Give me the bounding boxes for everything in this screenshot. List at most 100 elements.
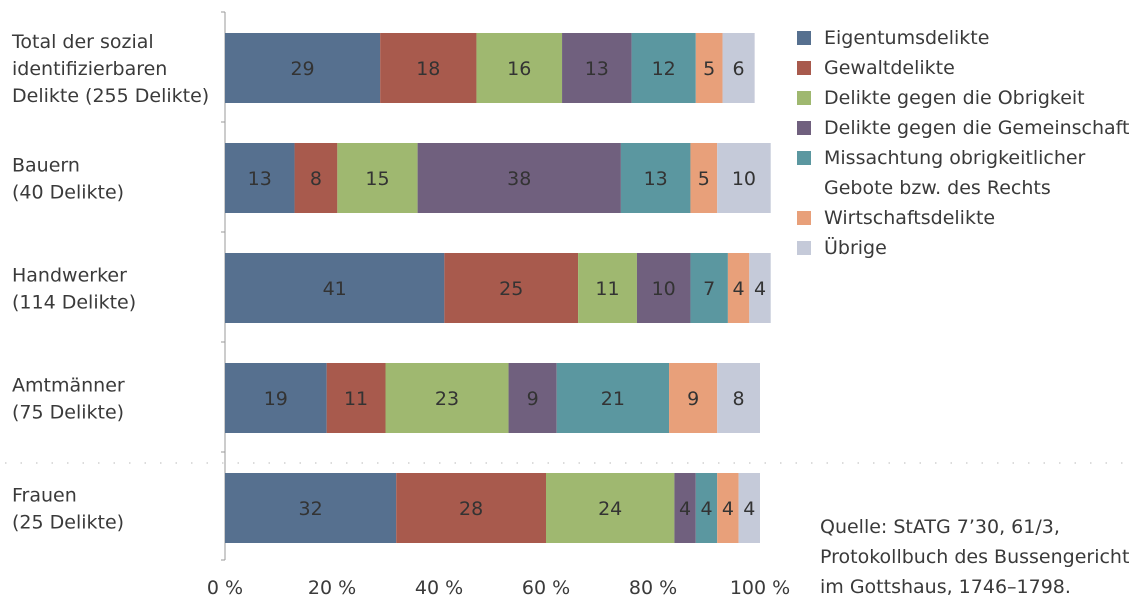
source-text: Quelle: StATG 7’30, 61/3, Protokollbuch d… [820,516,1129,598]
legend-entry: Delikte gegen die Gemeinschaft [824,117,1129,139]
legend-entry-line: Gewaltdelikte [824,57,955,79]
bar-segment [717,363,760,433]
bar-segment [690,253,728,323]
bar-segment [225,473,397,543]
category-label-line: (40 Delikte) [12,182,124,204]
data-label: 13 [585,58,609,80]
data-label: 24 [598,498,622,520]
legend-swatch [797,61,811,75]
data-label: 8 [310,168,322,190]
data-label: 28 [459,498,483,520]
category-label-line: (25 Delikte) [12,512,124,534]
data-label: 4 [722,498,734,520]
bar-segment [631,33,696,103]
x-tick-label: 20 % [308,577,356,599]
legend-swatch [797,151,811,165]
data-label: 16 [507,58,531,80]
data-label: 7 [703,278,715,300]
bar-segment [669,363,718,433]
data-label: 25 [499,278,523,300]
bar-segment [717,143,771,213]
data-label: 4 [743,498,755,520]
category-labels: Total der sozial identifizierbaren Delikte… [11,31,209,534]
legend-entry: Wirtschaftsdelikte [824,207,995,229]
legend-entry-line: Delikte gegen die Gemeinschaft [824,117,1129,139]
bar-segment [508,363,557,433]
x-tick-label: 60 % [522,577,570,599]
category-label: Amtmänner (75 Delikte) [12,375,125,424]
x-tick-label: 0 % [207,577,243,599]
category-label: Total der sozial identifizierbaren Delikte… [11,31,209,107]
legend-swatch [797,31,811,45]
category-label-line: Amtmänner [12,375,125,397]
legend-entry: Delikte gegen die Obrigkeit [824,87,1085,109]
bar-segment [556,363,670,433]
data-label: 10 [652,278,676,300]
category-label-line: Bauern [12,155,80,177]
category-label-line: (114 Delikte) [12,292,136,314]
legend: Eigentumsdelikte Gewaltdelikte Delikte geg… [797,27,1129,259]
data-label: 5 [698,168,710,190]
data-label: 23 [435,388,459,410]
source-text-line: im Gottshaus, 1746–1798. [820,576,1071,598]
legend-entry-line: Missachtung obrigkeitlicher [824,147,1086,169]
bar-segment [690,143,718,213]
data-label: 15 [365,168,389,190]
bar-segment [337,143,418,213]
bar-segment [225,363,327,433]
bar-segment [294,143,338,213]
bar-segment [620,143,691,213]
category-label: Bauern (40 Delikte) [12,155,124,204]
bar-segment [444,253,579,323]
data-label: 11 [344,388,368,410]
legend-swatch [797,211,811,225]
x-tick-label: 40 % [415,577,463,599]
data-label: 32 [299,498,323,520]
bar-segment [695,473,718,543]
data-label: 5 [703,58,715,80]
legend-swatch [797,241,811,255]
legend-entry-line: Gebote bzw. des Rechts [824,177,1051,199]
bar-segment [727,253,750,323]
data-label: 10 [732,168,756,190]
bar-segment [225,253,445,323]
bar-segment [380,33,477,103]
legend-entry: Eigentumsdelikte [824,27,989,49]
x-tick-label: 80 % [629,577,677,599]
data-label: 4 [754,278,766,300]
data-label: 13 [248,168,272,190]
data-label: 9 [687,388,699,410]
legend-entry: Missachtung obrigkeitlicher Gebote bzw. d… [824,147,1086,199]
data-label: 8 [733,388,745,410]
source-text-line: Quelle: StATG 7’30, 61/3, [820,516,1060,538]
bar-segment [396,473,546,543]
bar-segment [476,33,563,103]
category-label-line: (75 Delikte) [12,402,124,424]
legend-swatch [797,91,811,105]
legend-entry-line: Wirtschaftsdelikte [824,207,995,229]
category-label-line: identifizierbaren [12,58,167,80]
bar-segment [578,253,637,323]
data-label: 29 [290,58,314,80]
data-label: 4 [679,498,691,520]
bar-segment [562,33,632,103]
bar-segment [749,253,771,323]
bar-segment [738,473,760,543]
bar-segment [717,473,739,543]
data-label: 4 [733,278,745,300]
legend-entry-line: Übrige [824,236,887,259]
legend-entry: Übrige [824,236,887,259]
source-text-line: Protokollbuch des Bussengericht [820,546,1129,568]
legend-entry-line: Eigentumsdelikte [824,27,989,49]
data-label: 4 [700,498,712,520]
data-label: 12 [652,58,676,80]
category-label-line: Frauen [12,485,77,507]
data-label: 6 [733,58,745,80]
data-label: 21 [601,388,625,410]
legend-entry: Gewaltdelikte [824,57,955,79]
bar-segment [326,363,386,433]
bar-segment [546,473,675,543]
bar-segment [674,473,696,543]
